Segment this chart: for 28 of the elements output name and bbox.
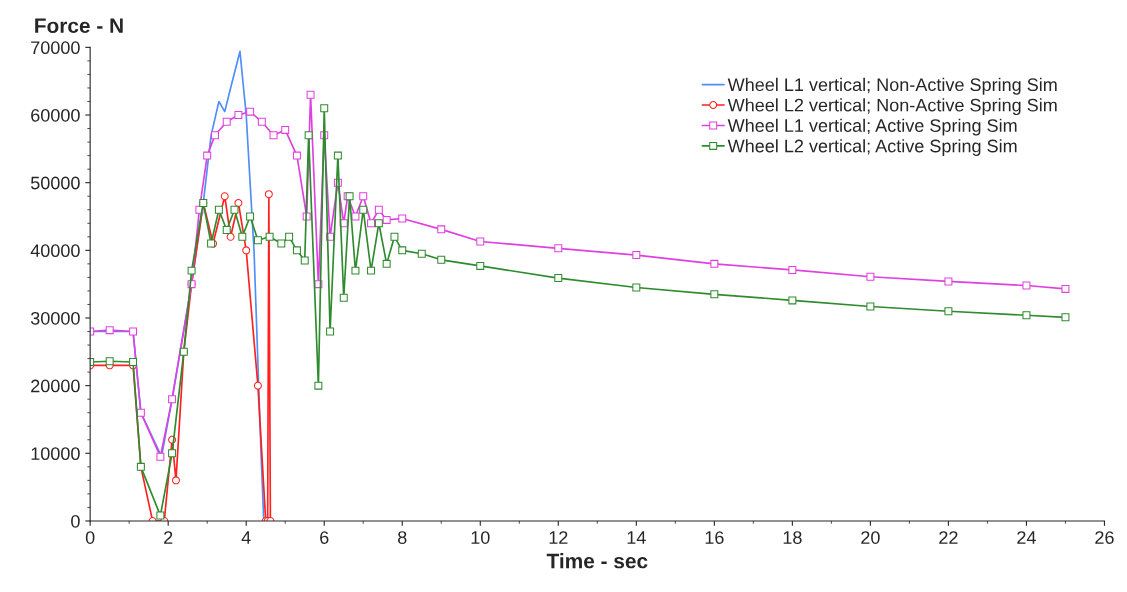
x-tick-label: 0 bbox=[85, 531, 95, 544]
legend-label: Wheel L1 vertical; Non-Active Spring Sim bbox=[727, 77, 1057, 95]
x-tick-label: 2 bbox=[164, 531, 173, 544]
y-tick-label: 10000 bbox=[31, 447, 80, 461]
x-tick-label: 8 bbox=[398, 531, 407, 544]
x-tick-label: 10 bbox=[471, 531, 490, 544]
x-tick-label: 20 bbox=[861, 531, 880, 544]
x-tick-label: 6 bbox=[320, 531, 329, 544]
legend-label: Wheel L2 vertical; Non-Active Spring Sim bbox=[727, 98, 1057, 116]
x-tick-label: 4 bbox=[241, 531, 251, 544]
y-axis-title: Force - N bbox=[35, 18, 123, 34]
x-tick-label: 12 bbox=[549, 531, 568, 544]
x-tick-label: 18 bbox=[783, 531, 802, 544]
y-tick-label: 20000 bbox=[31, 379, 80, 393]
legend-label: Wheel L2 vertical; Active Spring Sim bbox=[727, 139, 1017, 156]
x-tick-label: 24 bbox=[1017, 531, 1036, 544]
y-tick-label: 70000 bbox=[31, 41, 80, 55]
y-tick-label: 0 bbox=[71, 514, 80, 528]
legend-label: Wheel L1 vertical; Active Spring Sim bbox=[727, 118, 1017, 136]
x-tick-label: 22 bbox=[939, 531, 958, 544]
x-tick-label: 16 bbox=[705, 531, 724, 544]
y-tick-label: 60000 bbox=[31, 108, 80, 122]
x-tick-label: 14 bbox=[627, 531, 646, 544]
y-tick-label: 30000 bbox=[30, 311, 80, 325]
y-tick-label: 40000 bbox=[30, 244, 80, 258]
y-tick-label: 50000 bbox=[30, 176, 80, 190]
x-tick-label: 26 bbox=[1095, 531, 1114, 544]
x-axis-title: Time - sec bbox=[546, 553, 648, 569]
